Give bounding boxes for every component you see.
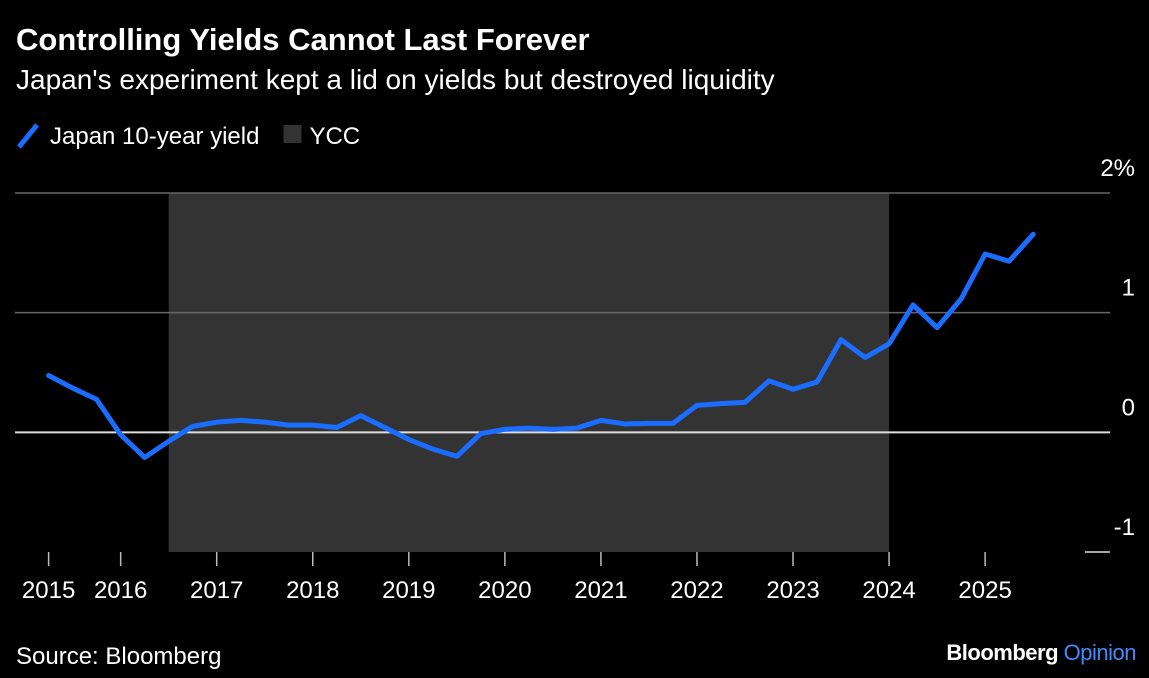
x-tick-label: 2024 — [862, 577, 915, 604]
legend-swatch — [283, 125, 302, 143]
x-tick-label: 2021 — [574, 577, 627, 604]
logo-main: Bloomberg — [946, 640, 1058, 665]
legend-swatch — [17, 123, 39, 149]
logo: Bloomberg Opinion — [946, 640, 1136, 665]
chart-subtitle: Japan's experiment kept a lid on yields … — [16, 64, 775, 95]
x-tick-label: 2016 — [94, 577, 147, 604]
data-line — [46, 231, 1036, 460]
logo-accent: Opinion — [1064, 640, 1136, 665]
x-tick-label: 2015 — [22, 577, 75, 604]
y-tick-label: 2% — [1100, 155, 1135, 182]
x-tick-label: 2022 — [670, 577, 723, 604]
x-tick-label: 2018 — [286, 577, 339, 604]
x-tick-label: 2019 — [382, 577, 435, 604]
y-tick-label: -1 — [1114, 514, 1135, 541]
x-tick-label: 2025 — [958, 577, 1011, 604]
y-tick-label: 0 — [1122, 394, 1135, 421]
y-tick-label: 1 — [1122, 275, 1135, 302]
legend-label: Japan 10-year yield — [50, 123, 259, 150]
source: Source: Bloomberg — [16, 643, 221, 670]
x-tick-label: 2017 — [190, 577, 243, 604]
x-tick-label: 2020 — [478, 577, 531, 604]
chart-title: Controlling Yields Cannot Last Forever — [16, 22, 590, 57]
legend-label: YCC — [309, 123, 360, 150]
x-tick-label: 2023 — [766, 577, 819, 604]
shaded-region — [168, 193, 890, 552]
